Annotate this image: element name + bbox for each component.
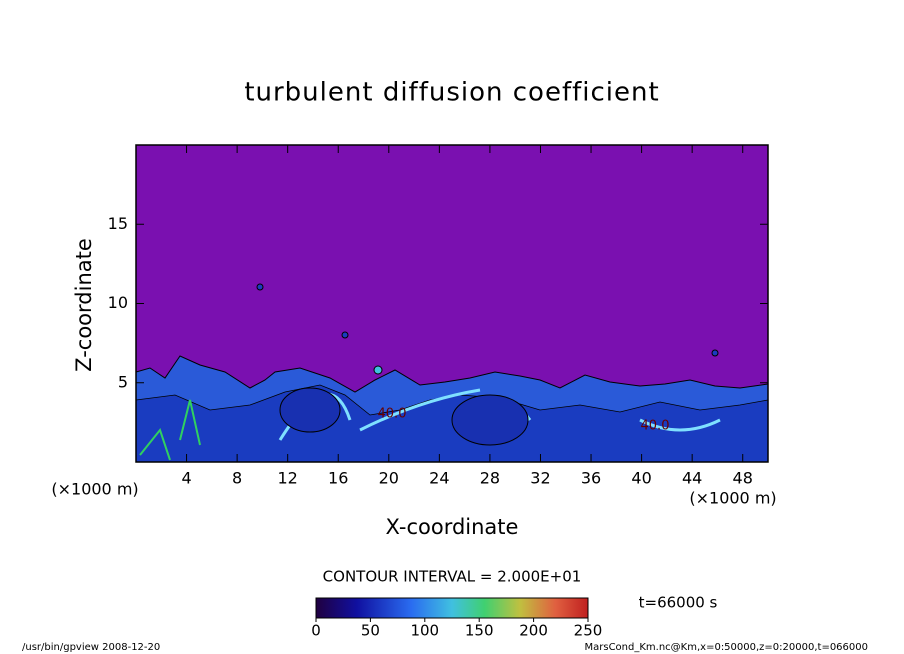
y-tick-label: 15 xyxy=(108,214,128,233)
y-tick-label: 10 xyxy=(108,293,128,312)
x-tick-label: 8 xyxy=(232,469,242,488)
x-tick-label: 40 xyxy=(631,469,651,488)
x-axis-title: X-coordinate xyxy=(386,515,519,539)
y-unit: (×1000 m) xyxy=(689,489,776,508)
colorbar-tick-label: 50 xyxy=(361,622,380,640)
contour-field xyxy=(136,145,768,462)
x-tick-label: 16 xyxy=(328,469,348,488)
x-tick-label: 36 xyxy=(581,469,601,488)
x-tick-label: 12 xyxy=(278,469,298,488)
colorbar-tick-label: 100 xyxy=(410,622,439,640)
x-unit: (×1000 m) xyxy=(51,480,138,499)
x-tick-label: 32 xyxy=(530,469,550,488)
x-tick-label: 20 xyxy=(379,469,399,488)
contour-label: 40.0 xyxy=(641,419,670,434)
colorbar-tick-label: 0 xyxy=(311,622,321,640)
colorbar-tick-label: 200 xyxy=(519,622,548,640)
time-label: t=66000 s xyxy=(639,594,718,612)
x-tick-label: 24 xyxy=(429,469,449,488)
colorbar-tick-label: 250 xyxy=(574,622,603,640)
colorbar-tick-label: 150 xyxy=(465,622,494,640)
contour-interval: CONTOUR INTERVAL = 2.000E+01 xyxy=(323,568,582,586)
y-axis-title: Z-coordinate xyxy=(72,238,96,372)
x-tick-label: 48 xyxy=(733,469,753,488)
x-tick-label: 44 xyxy=(682,469,702,488)
x-tick-label: 4 xyxy=(181,469,191,488)
chart-title: turbulent diffusion coefficient xyxy=(244,78,659,108)
x-tick-label: 28 xyxy=(480,469,500,488)
footer-left: /usr/bin/gpview 2008-12-20 xyxy=(22,642,160,653)
y-tick-label: 5 xyxy=(118,372,128,391)
colorbar xyxy=(315,597,589,619)
contour-label: 40.0 xyxy=(378,407,407,422)
footer-right: MarsCond_Km.nc@Km,x=0:50000,z=0:20000,t=… xyxy=(585,642,869,653)
